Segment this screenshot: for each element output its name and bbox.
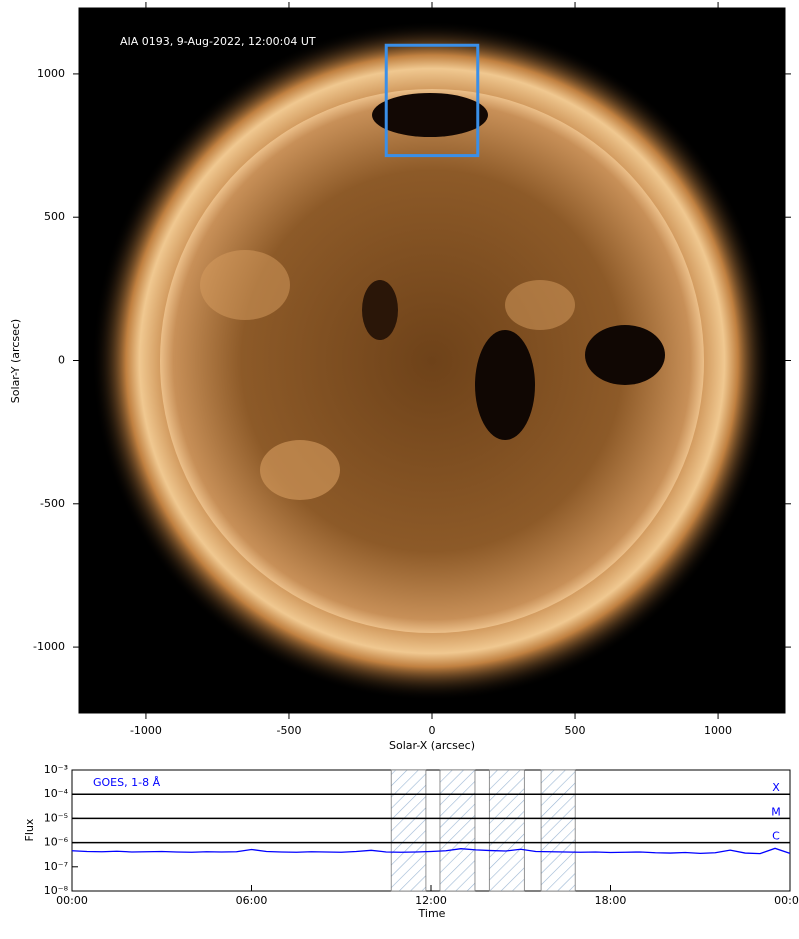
annotation: AIA 0193, 9-Aug-2022, 12:00:04 UT	[120, 35, 316, 48]
x-tick-label: 00:00	[774, 894, 799, 907]
y-tick-label: 10⁻⁷	[44, 860, 68, 873]
plot-frame	[71, 769, 791, 892]
threshold-label: C	[772, 830, 780, 843]
time-interval	[540, 769, 576, 892]
x-tick-label: 500	[565, 724, 586, 737]
x-tick-label: 18:00	[595, 894, 627, 907]
active-region	[200, 250, 290, 320]
active-region	[260, 440, 340, 500]
y-tick-label: 10⁻⁵	[44, 811, 68, 824]
y-tick-label: 10⁻⁴	[44, 787, 69, 800]
coronal-hole	[585, 325, 665, 385]
x-tick-label: 0	[429, 724, 436, 737]
y-tick-label: 500	[44, 210, 65, 223]
legend-label: GOES, 1-8 Å	[93, 776, 161, 789]
sun-image	[92, 21, 772, 701]
time-interval	[488, 769, 525, 892]
x-axis-label: Time	[418, 907, 446, 920]
y-tick-label: 0	[58, 354, 65, 367]
time-interval	[390, 769, 427, 892]
x-tick-label: -500	[276, 724, 301, 737]
coronal-hole	[362, 280, 398, 340]
x-axis-label: Solar-X (arcsec)	[389, 739, 475, 752]
y-tick-label: 10⁻⁸	[44, 884, 69, 897]
region-box	[384, 43, 480, 158]
x-tick-label: 00:00	[56, 894, 88, 907]
active-region	[505, 280, 575, 330]
x-tick-label: 1000	[704, 724, 732, 737]
y-tick-label: -500	[40, 497, 65, 510]
coronal-hole	[475, 330, 535, 440]
x-tick-label: 06:00	[236, 894, 268, 907]
y-tick-label: 10⁻⁶	[44, 836, 69, 849]
y-axis-label: Solar-Y (arcsec)	[9, 319, 22, 403]
y-tick-label: -1000	[33, 640, 65, 653]
x-tick-label: -1000	[130, 724, 162, 737]
y-axis-label: Flux	[23, 818, 36, 841]
goes-line	[71, 847, 791, 855]
threshold-label: M	[771, 805, 781, 818]
coronal-hole	[372, 93, 488, 137]
time-interval	[439, 769, 476, 892]
y-tick-label: 10⁻³	[44, 763, 68, 776]
threshold-label: X	[772, 781, 780, 794]
x-tick-label: 12:00	[415, 894, 447, 907]
y-tick-label: 1000	[37, 67, 65, 80]
